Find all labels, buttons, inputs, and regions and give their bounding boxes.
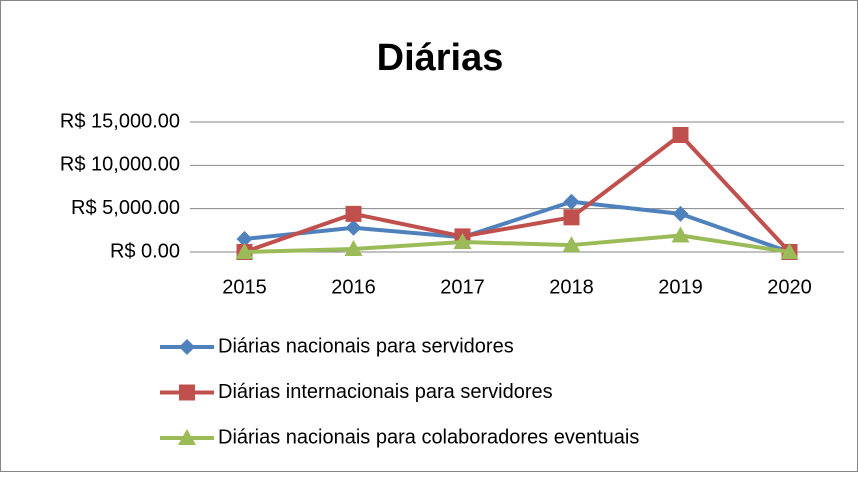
series-line <box>243 133 791 254</box>
y-tick-label: R$ 5,000.00 <box>71 197 180 219</box>
marker <box>672 127 689 143</box>
marker <box>345 219 362 236</box>
marker <box>780 243 799 259</box>
legend-marker <box>179 384 195 401</box>
legend-label: Diárias nacionais para servidores <box>218 335 514 357</box>
marker <box>563 209 580 226</box>
marker <box>562 236 581 253</box>
chart-title: Diárias <box>377 37 504 79</box>
legend-marker <box>178 429 196 445</box>
marker <box>671 226 690 243</box>
marker <box>563 193 580 210</box>
legend-marker <box>179 339 195 355</box>
x-tick-label: 2015 <box>222 276 267 298</box>
x-tick-label: 2019 <box>658 276 703 298</box>
marker <box>344 239 363 256</box>
x-tick-label: 2018 <box>549 276 594 298</box>
legend-label: Diárias internacionais para servidores <box>218 381 553 403</box>
x-tick-label: 2020 <box>767 276 812 298</box>
marker <box>235 243 254 259</box>
legend-label: Diárias nacionais para colaboradores eve… <box>218 426 639 448</box>
marker <box>345 205 362 222</box>
y-tick-label: R$ 0.00 <box>110 240 180 262</box>
marker <box>672 205 689 222</box>
x-tick-label: 2017 <box>440 276 485 298</box>
x-tick-label: 2016 <box>331 276 376 298</box>
series-line <box>244 199 791 254</box>
marker <box>236 231 253 247</box>
series-line <box>244 233 790 254</box>
y-tick-label: R$ 10,000.00 <box>60 154 180 176</box>
y-tick-label: R$ 15,000.00 <box>60 110 180 132</box>
marker <box>453 233 472 250</box>
